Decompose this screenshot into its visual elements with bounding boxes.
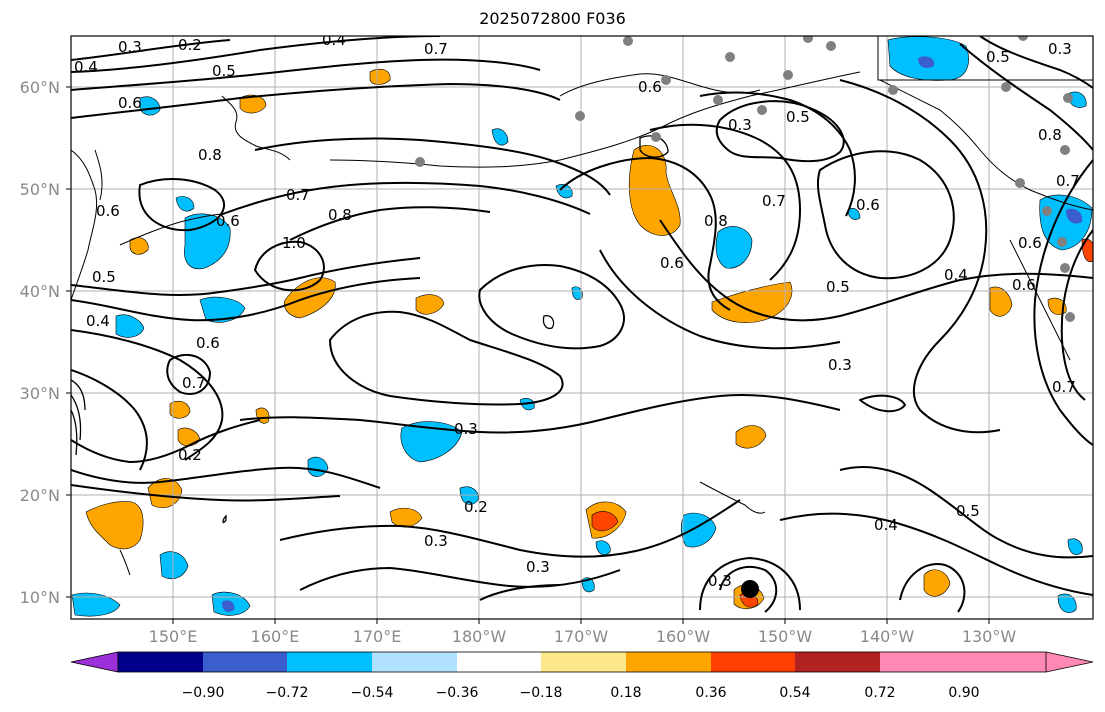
map-title: 2025072800 F036 xyxy=(479,9,626,28)
contour-label: 0.3 xyxy=(1048,40,1072,58)
lon-label: 160°W xyxy=(656,627,711,646)
colorbar-segment xyxy=(711,652,795,672)
station-markers xyxy=(415,36,1075,598)
colorbar: −0.90 −0.72 −0.54 −0.36 −0.18 0.18 0.36 … xyxy=(70,651,1094,701)
contour-label: 0.6 xyxy=(96,202,120,220)
contour-label: 0.6 xyxy=(196,334,220,352)
contour-label: 0.4 xyxy=(322,31,346,49)
colorbar-tick-label: 0.90 xyxy=(948,685,979,701)
lat-label: 60°N xyxy=(20,78,60,97)
map-frame xyxy=(70,35,1094,620)
contour-label: 0.8 xyxy=(704,212,728,230)
contour-label: 0.7 xyxy=(286,186,310,204)
lon-label: 130°W xyxy=(962,627,1017,646)
tick-marks xyxy=(66,86,990,624)
colorbar-tick-label: −0.90 xyxy=(182,685,225,701)
coastlines xyxy=(71,36,1093,576)
lon-label: 180°W xyxy=(452,627,507,646)
contour-label: 0.2 xyxy=(464,498,488,516)
colorbar-segment xyxy=(372,652,457,672)
colorbar-extend-low xyxy=(70,651,119,673)
contour-label: 0.8 xyxy=(328,206,352,224)
colorbar-tick-label: −0.54 xyxy=(351,685,394,701)
lon-label: 170°W xyxy=(554,627,609,646)
contour-label: 0.2 xyxy=(178,446,202,464)
contour-label: 0.6 xyxy=(216,212,240,230)
contour-label: 0.5 xyxy=(986,48,1010,66)
contour-label: 0.4 xyxy=(86,312,110,330)
colorbar-segment xyxy=(626,652,711,672)
contour-label: 0.6 xyxy=(638,78,662,96)
colorbar-tick-label: −0.36 xyxy=(436,685,479,701)
contour-label: 0.7 xyxy=(1056,172,1080,190)
contour-labels: 0.3 0.2 0.4 0.7 0.5 0.6 0.4 0.6 0.8 0.7 … xyxy=(74,31,1080,590)
lat-label: 20°N xyxy=(20,486,60,505)
contour-label: 0.6 xyxy=(118,94,142,112)
colorbar-segment xyxy=(541,652,626,672)
contour-label: 0.4 xyxy=(74,58,98,76)
contour-label: 0.6 xyxy=(856,196,880,214)
contour-lines xyxy=(71,36,1093,613)
contour-label: 0.5 xyxy=(826,278,850,296)
contour-label: 0.5 xyxy=(212,62,236,80)
lon-label: 150°W xyxy=(758,627,813,646)
contour-label: 0.3 xyxy=(424,532,448,550)
colorbar-tick-label: 0.18 xyxy=(610,685,641,701)
colorbar-tick-label: −0.18 xyxy=(520,685,563,701)
contour-label: 0.6 xyxy=(660,254,684,272)
colorbar-segment xyxy=(457,652,541,672)
contour-label: 0.8 xyxy=(1038,126,1062,144)
contour-label: 0.3 xyxy=(828,356,852,374)
latitude-labels: 60°N 50°N 40°N 30°N 20°N 10°N xyxy=(20,78,60,607)
contour-label: 0.6 xyxy=(1012,276,1036,294)
contour-label: 0.2 xyxy=(178,36,202,54)
colorbar-segment xyxy=(203,652,287,672)
contour-label: 0.3 xyxy=(454,420,478,438)
colorbar-tick-label: 0.36 xyxy=(695,685,726,701)
lat-label: 40°N xyxy=(20,282,60,301)
longitude-labels: 150°E 160°E 170°E 180°W 170°W 160°W 150°… xyxy=(149,627,1017,646)
contour-label: 0.5 xyxy=(786,108,810,126)
lat-label: 10°N xyxy=(20,588,60,607)
contour-label: 0.3 xyxy=(708,572,732,590)
lon-label: 150°E xyxy=(149,627,198,646)
contour-label: 0.7 xyxy=(1052,378,1076,396)
contour-label: 0.3 xyxy=(728,116,752,134)
contour-label: 1.0 xyxy=(282,234,306,252)
contour-label: 0.8 xyxy=(198,146,222,164)
colorbar-segment xyxy=(118,652,203,672)
map-background xyxy=(71,36,1093,619)
lon-label: 170°E xyxy=(353,627,402,646)
lon-label: 140°W xyxy=(860,627,915,646)
lat-label: 50°N xyxy=(20,180,60,199)
contour-label: 0.3 xyxy=(526,558,550,576)
contour-label: 0.4 xyxy=(874,516,898,534)
colorbar-segment xyxy=(287,652,372,672)
colorbar-tick-label: 0.54 xyxy=(779,685,810,701)
graticule xyxy=(71,36,1093,619)
contour-label: 0.5 xyxy=(92,268,116,286)
contour-label: 0.7 xyxy=(762,192,786,210)
colorbar-segment xyxy=(795,652,880,672)
colorbar-tick-label: 0.72 xyxy=(864,685,895,701)
contour-label: 0.3 xyxy=(118,38,142,56)
lat-label: 30°N xyxy=(20,384,60,403)
colorbar-extend-high xyxy=(880,652,1093,672)
contour-label: 0.7 xyxy=(424,40,448,58)
contour-label: 0.4 xyxy=(944,266,968,284)
lon-label: 160°E xyxy=(251,627,300,646)
contour-label: 0.7 xyxy=(182,374,206,392)
colorbar-tick-label: −0.72 xyxy=(266,685,309,701)
contour-label: 0.5 xyxy=(956,502,980,520)
contour-label: 0.6 xyxy=(1018,234,1042,252)
